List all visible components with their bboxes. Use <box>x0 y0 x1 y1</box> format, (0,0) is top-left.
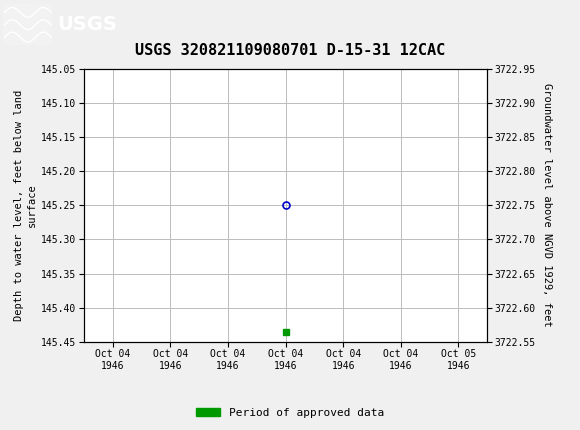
Y-axis label: Groundwater level above NGVD 1929, feet: Groundwater level above NGVD 1929, feet <box>542 83 552 327</box>
Y-axis label: Depth to water level, feet below land
surface: Depth to water level, feet below land su… <box>14 90 37 321</box>
Text: USGS 320821109080701 D-15-31 12CAC: USGS 320821109080701 D-15-31 12CAC <box>135 43 445 58</box>
Bar <box>3 4 52 46</box>
Legend: Period of approved data: Period of approved data <box>191 403 389 422</box>
Text: USGS: USGS <box>57 15 117 34</box>
